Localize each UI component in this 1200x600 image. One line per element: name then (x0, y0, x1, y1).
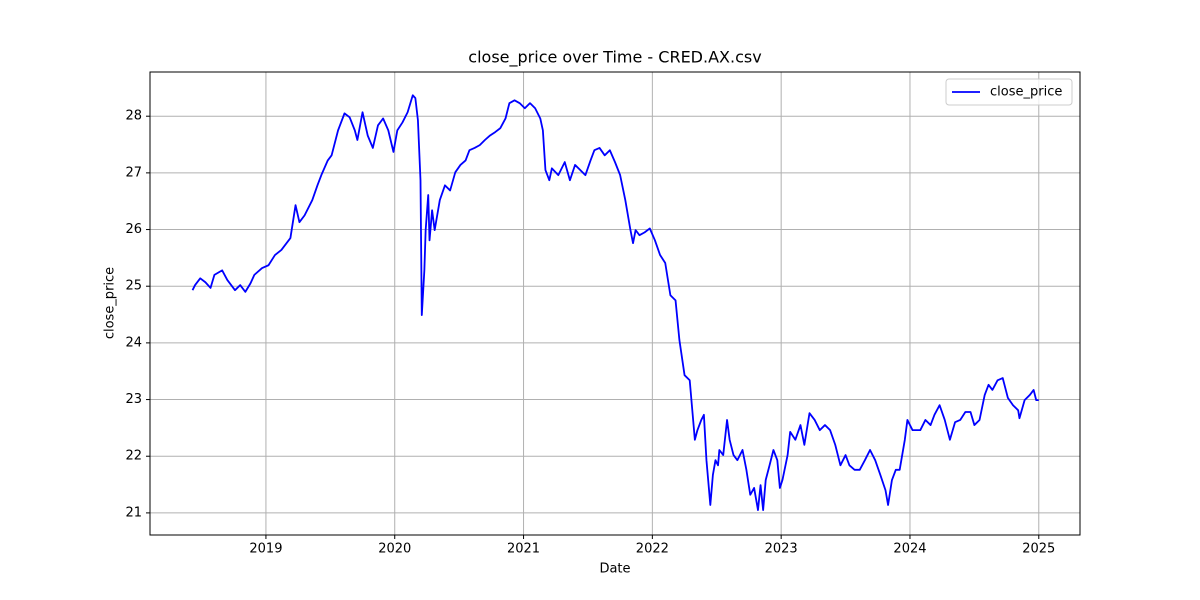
y-tick-label: 26 (125, 222, 142, 237)
y-tick-label: 23 (125, 392, 142, 407)
chart-title: close_price over Time - CRED.AX.csv (468, 48, 761, 68)
x-tick-label: 2020 (378, 542, 411, 557)
plot-area (191, 94, 1039, 511)
legend-box (945, 78, 1073, 106)
x-tick-label: 2019 (249, 542, 282, 557)
y-tick-label: 24 (125, 335, 142, 350)
y-tick-label: 22 (125, 449, 142, 464)
legend: close_price (945, 78, 1073, 106)
y-tick-label: 27 (125, 165, 142, 180)
legend-label: close_price (990, 85, 1062, 100)
grid: 21 22 23 24 25 26 27 28 2019 2020 2021 2022 2023 2024… (125, 72, 1080, 557)
y-tick-label: 28 (125, 109, 142, 124)
x-axis-label: Date (599, 562, 630, 577)
line-series (191, 94, 1039, 511)
x-tick-label: 2023 (765, 542, 798, 557)
x-tick-label: 2025 (1022, 542, 1055, 557)
x-tick-label: 2024 (893, 542, 926, 557)
x-tick-label: 2022 (636, 542, 669, 557)
y-tick-label: 21 (125, 505, 142, 520)
axes-frame (149, 71, 1081, 536)
y-axis-label: close_price (103, 267, 118, 339)
x-tick-label: 2021 (507, 542, 540, 557)
y-tick-label: 25 (125, 279, 142, 294)
